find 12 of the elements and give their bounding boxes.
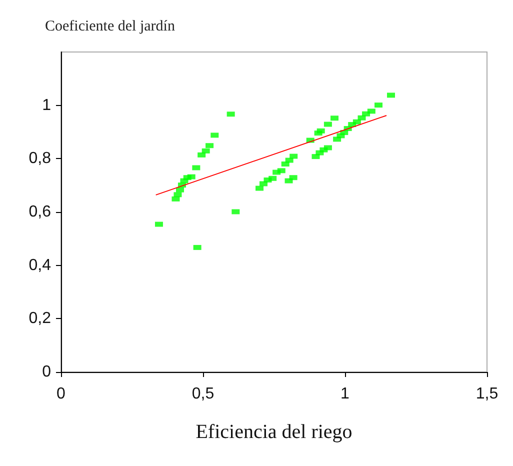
x-tick-label: 1,5 (476, 386, 498, 402)
y-tick-label: 0,4 (28, 256, 52, 274)
chart-title: Coeficiente del jardín (45, 18, 176, 34)
y-tick-label: 0,8 (28, 150, 52, 168)
y-tick-label: 0 (42, 364, 52, 380)
x-tick-label: 0 (56, 386, 66, 402)
x-axis-title: Eficiencia del riego (196, 421, 352, 443)
y-tick-label: 1 (42, 96, 52, 114)
y-tick-label: 0,6 (28, 204, 52, 220)
x-tick-label: 1 (340, 386, 350, 402)
y-tick-label: 0,2 (28, 310, 52, 328)
x-tick-label: 0,5 (192, 386, 214, 402)
